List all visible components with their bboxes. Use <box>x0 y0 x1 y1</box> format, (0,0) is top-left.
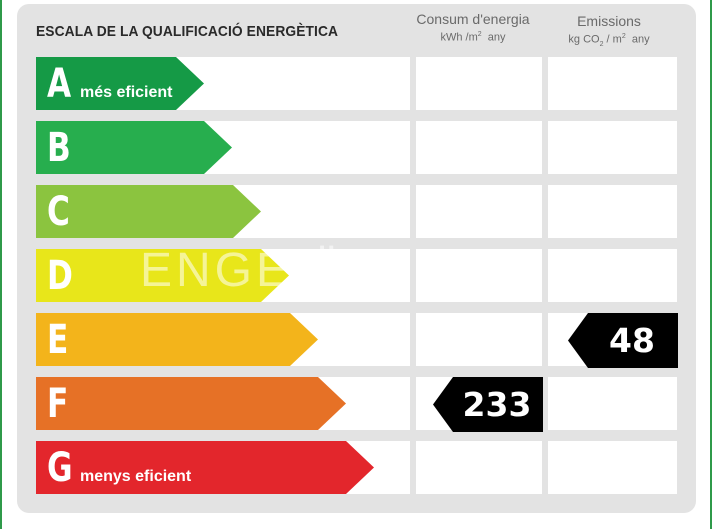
rating-arrow-d: D <box>36 249 289 302</box>
rating-arrow-c: C <box>36 185 261 238</box>
rating-arrow-f: F <box>36 377 346 430</box>
consum-header-unit: kWh /m2 any <box>440 31 506 45</box>
rating-letter: E <box>47 317 69 363</box>
emissions-header-title: Emissions <box>577 13 641 29</box>
left-border <box>0 0 2 529</box>
consum-cell-b <box>416 121 542 174</box>
emissions-rating-value: 48 <box>609 321 655 360</box>
watermark-text: ENGE Ü S <box>140 244 402 297</box>
scale-title: ESCALA DE LA QUALIFICACIÓ ENERGÈTICA <box>36 23 339 40</box>
consum-cell-g <box>416 441 542 494</box>
emissions-cell-b <box>548 121 677 174</box>
consum-header-title: Consum d'energia <box>416 11 530 27</box>
emissions-header-unit: kg CO2 / m2 any <box>568 33 650 49</box>
rating-letter: C <box>47 189 70 235</box>
rating-sublabel: més eficient <box>80 84 173 101</box>
consum-cell-d <box>416 249 542 302</box>
rating-letter: F <box>47 381 69 427</box>
consum-cell-e <box>416 313 542 366</box>
rating-letter: D <box>47 253 73 299</box>
emissions-cell-f <box>548 377 677 430</box>
consum-cell-c <box>416 185 542 238</box>
rating-sublabel: menys eficient <box>80 468 192 485</box>
rating-letter: B <box>47 125 71 171</box>
emissions-cell-d <box>548 249 677 302</box>
emissions-header: Emissions kg CO2 / m2 any <box>549 13 669 49</box>
rating-arrow-b: B <box>36 121 232 174</box>
consum-rating-marker: 233 <box>433 377 543 432</box>
emissions-rating-marker: 48 <box>568 313 678 368</box>
consum-rating-arrow <box>433 377 543 432</box>
rating-letter: A <box>47 61 72 107</box>
rating-arrow-e: E <box>36 313 318 366</box>
rating-letter: G <box>47 445 73 491</box>
consum-header: Consum d'energia kWh /m2 any <box>413 11 533 45</box>
consum-rating-value: 233 <box>462 385 532 424</box>
right-border <box>710 0 712 529</box>
consum-cell-a <box>416 57 542 110</box>
emissions-cell-a <box>548 57 677 110</box>
emissions-rating-arrow <box>568 313 678 368</box>
emissions-cell-c <box>548 185 677 238</box>
emissions-cell-g <box>548 441 677 494</box>
